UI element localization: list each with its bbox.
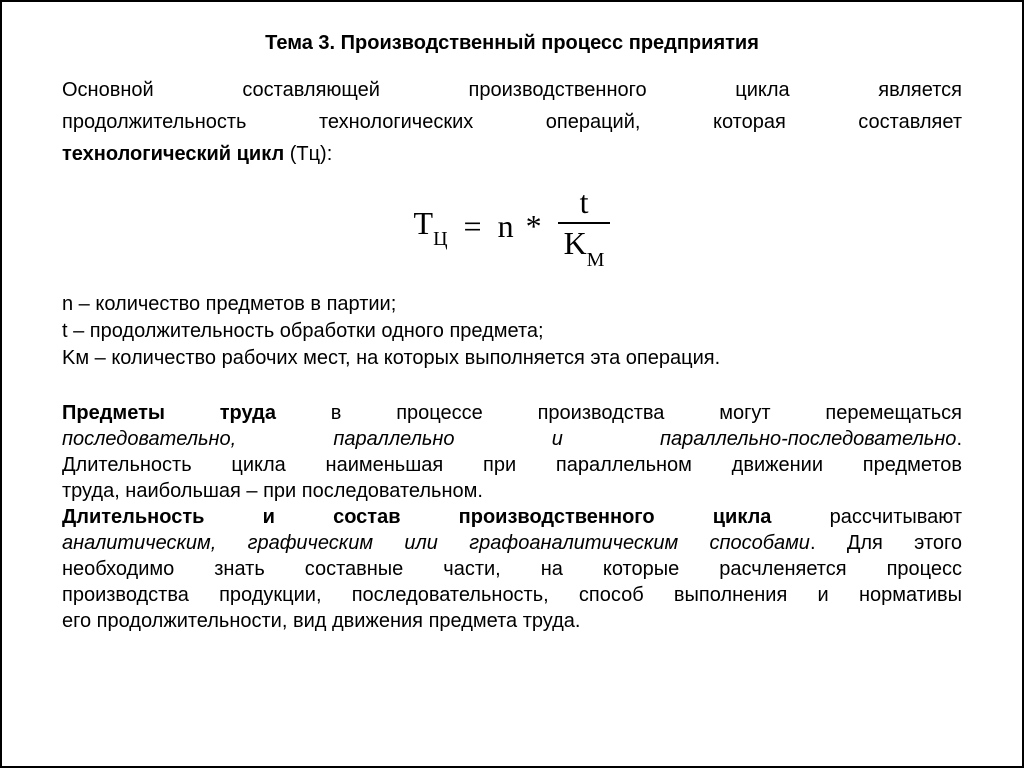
body-line-5: Длительность и состав производственного … <box>62 504 962 530</box>
formula-K: K <box>564 225 587 261</box>
body-line-6: аналитическим, графическим или графоанал… <box>62 530 962 556</box>
def-n: n – количество предметов в партии; <box>62 291 962 318</box>
term-predmety-truda: Предметы труда <box>62 402 276 424</box>
intro-paragraph: Основной составляющей производственного … <box>62 77 962 167</box>
formula-fraction: t KМ <box>558 185 611 267</box>
body-l5-tail: рассчитывают <box>771 506 962 528</box>
formula-T-sub: Ц <box>433 228 447 250</box>
term-methods: аналитическим, графическим или графоанал… <box>62 532 810 554</box>
formula-T: Т <box>414 205 434 241</box>
formula-denominator: KМ <box>558 224 611 266</box>
body-line-2: последовательно, параллельно и параллель… <box>62 426 962 452</box>
body-l1-tail: в процессе производства могут перемещать… <box>276 402 962 424</box>
intro-bold-term: технологический цикл <box>62 143 284 165</box>
body-line-3: Длительность цикла наименьшая при паралл… <box>62 452 962 478</box>
def-Km: Kм – количество рабочих мест, на которых… <box>62 345 962 372</box>
formula-K-sub: М <box>587 249 605 271</box>
intro-line-2: продолжительность технологических операц… <box>62 109 962 135</box>
body-l6-tail: . Для этого <box>810 532 962 554</box>
page-title: Тема 3. Производственный процесс предпри… <box>62 32 962 55</box>
intro-tail: (Тц): <box>284 143 332 165</box>
formula-lhs: ТЦ <box>414 207 448 245</box>
body-line-8: производства продукции, последовательнос… <box>62 582 962 608</box>
body-line-7: необходимо знать составные части, на кот… <box>62 556 962 582</box>
term-movement-modes: последовательно, параллельно и параллель… <box>62 428 956 450</box>
body-paragraph: Предметы труда в процессе производства м… <box>62 400 962 634</box>
formula-n: n <box>498 210 514 242</box>
intro-line-1: Основной составляющей производственного … <box>62 77 962 103</box>
formula: ТЦ = n * t KМ <box>62 185 962 267</box>
formula-times: * <box>526 210 542 242</box>
body-line-4: труда, наибольшая – при последовательном… <box>62 478 962 504</box>
def-t: t – продолжительность обработки одного п… <box>62 318 962 345</box>
document-page: Тема 3. Производственный процесс предпри… <box>0 0 1024 768</box>
term-duration-composition: Длительность и состав производственного … <box>62 506 771 528</box>
formula-numerator: t <box>558 185 611 224</box>
definitions-block: n – количество предметов в партии; t – п… <box>62 291 962 372</box>
intro-line-3: технологический цикл (Тц): <box>62 141 962 167</box>
body-line-9: его продолжительности, вид движения пред… <box>62 608 962 634</box>
body-line-1: Предметы труда в процессе производства м… <box>62 400 962 426</box>
body-l2-tail: . <box>956 428 962 450</box>
formula-eq: = <box>464 210 482 242</box>
